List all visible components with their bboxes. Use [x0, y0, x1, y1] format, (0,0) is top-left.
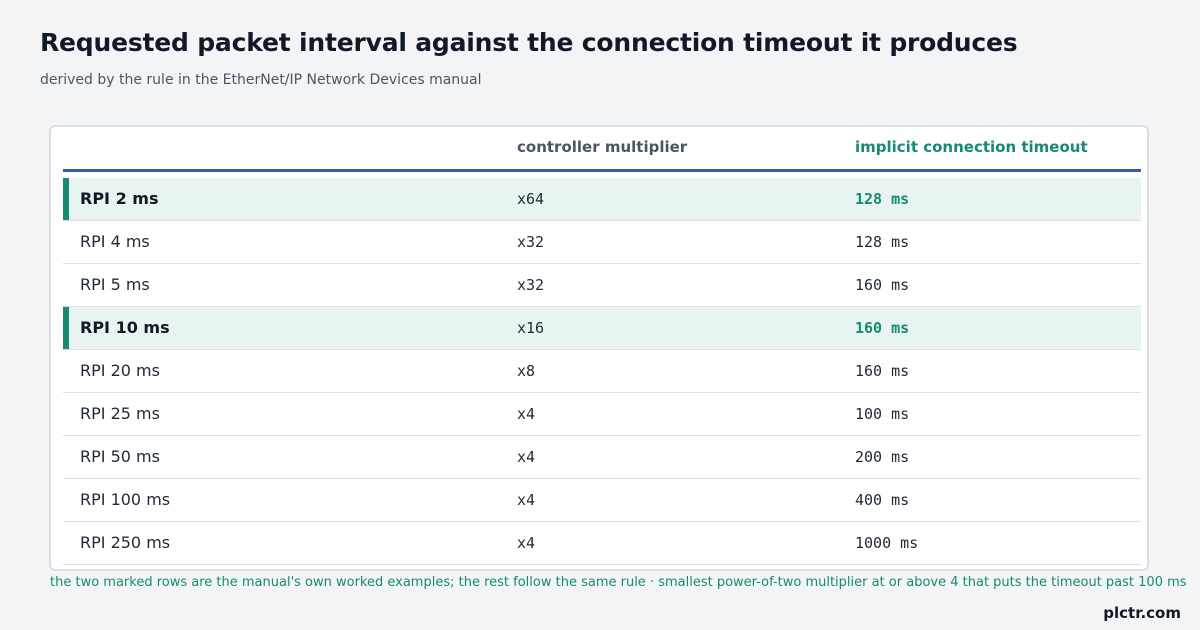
table-header: controller multiplier implicit connectio… [63, 127, 1141, 172]
brand-logo[interactable]: plctr.com [1103, 604, 1181, 622]
page-subtitle: derived by the rule in the EtherNet/IP N… [40, 72, 482, 88]
timeout-cell: 160 ms [855, 362, 910, 380]
table-row-marked: RPI 2 ms x64 128 ms [63, 178, 1141, 221]
rpi-cell: RPI 2 ms [80, 189, 159, 208]
multiplier-cell: x32 [517, 276, 545, 294]
table-row: RPI 25 ms x4 100 ms [63, 393, 1141, 436]
marked-row-indicator [63, 178, 69, 220]
table-row: RPI 50 ms x4 200 ms [63, 436, 1141, 479]
multiplier-cell: x16 [517, 319, 545, 337]
timeout-cell: 200 ms [855, 448, 910, 466]
rpi-cell: RPI 4 ms [80, 232, 150, 251]
table-body: RPI 2 ms x64 128 ms RPI 4 ms x32 128 ms RPI 5 … [63, 178, 1141, 565]
timeout-cell: 128 ms [855, 233, 910, 251]
multiplier-cell: x4 [517, 448, 536, 466]
table-row: RPI 4 ms x32 128 ms [63, 221, 1141, 264]
rpi-cell: RPI 25 ms [80, 404, 160, 423]
marked-row-indicator [63, 307, 69, 349]
rpi-cell: RPI 10 ms [80, 318, 170, 337]
rpi-cell: RPI 20 ms [80, 361, 160, 380]
rpi-cell: RPI 250 ms [80, 533, 171, 552]
multiplier-cell: x8 [517, 362, 536, 380]
timeout-cell: 1000 ms [855, 534, 919, 552]
multiplier-cell: x32 [517, 233, 545, 251]
timeout-cell: 160 ms [855, 276, 910, 294]
table-row: RPI 20 ms x8 160 ms [63, 350, 1141, 393]
rpi-cell: RPI 5 ms [80, 275, 150, 294]
table-row: RPI 250 ms x4 1000 ms [63, 522, 1141, 565]
header-timeout: implicit connection timeout [855, 138, 1088, 156]
multiplier-cell: x4 [517, 491, 536, 509]
table-row: RPI 5 ms x32 160 ms [63, 264, 1141, 307]
table-card: controller multiplier implicit connectio… [49, 125, 1149, 571]
rpi-cell: RPI 50 ms [80, 447, 160, 466]
footnote: the two marked rows are the manual's own… [50, 575, 1187, 590]
timeout-cell: 160 ms [855, 319, 910, 337]
timeout-cell: 100 ms [855, 405, 910, 423]
multiplier-cell: x64 [517, 190, 545, 208]
multiplier-cell: x4 [517, 405, 536, 423]
header-multiplier: controller multiplier [517, 138, 688, 156]
timeout-cell: 128 ms [855, 190, 910, 208]
table-row: RPI 100 ms x4 400 ms [63, 479, 1141, 522]
table-row-marked: RPI 10 ms x16 160 ms [63, 307, 1141, 350]
rpi-cell: RPI 100 ms [80, 490, 171, 509]
timeout-cell: 400 ms [855, 491, 910, 509]
multiplier-cell: x4 [517, 534, 536, 552]
page-title: Requested packet interval against the co… [40, 28, 1018, 57]
